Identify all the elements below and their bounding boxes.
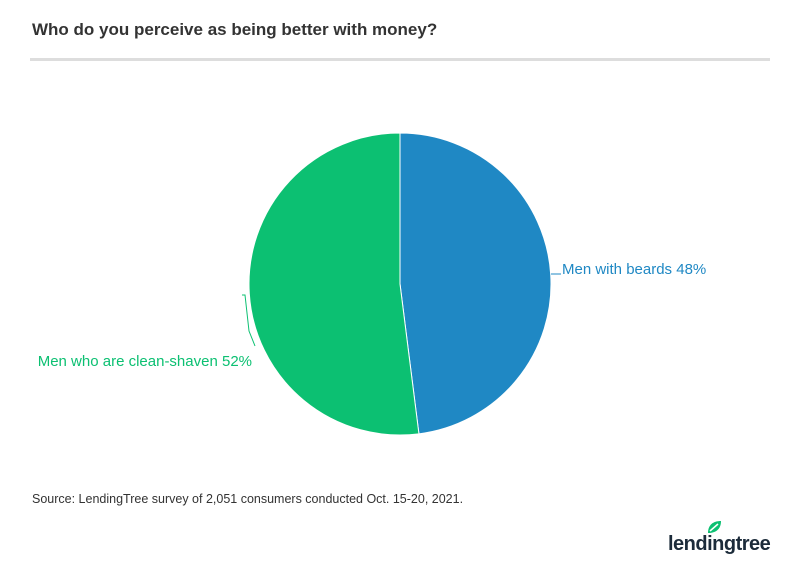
leader-line-1	[242, 294, 256, 347]
pie-slice-0	[399, 132, 552, 435]
logo-text: lendingtree	[668, 533, 771, 555]
lendingtree-logo: lendingtree	[668, 520, 773, 556]
pie-slice-1	[248, 132, 420, 436]
title-divider	[30, 58, 770, 61]
slice-label-0: Men with beards 48%	[562, 261, 706, 278]
leaf-icon	[708, 521, 721, 533]
chart-title: Who do you perceive as being better with…	[32, 20, 438, 39]
slice-label-1: Men who are clean-shaven 52%	[38, 353, 252, 370]
source-note: Source: LendingTree survey of 2,051 cons…	[32, 492, 464, 506]
